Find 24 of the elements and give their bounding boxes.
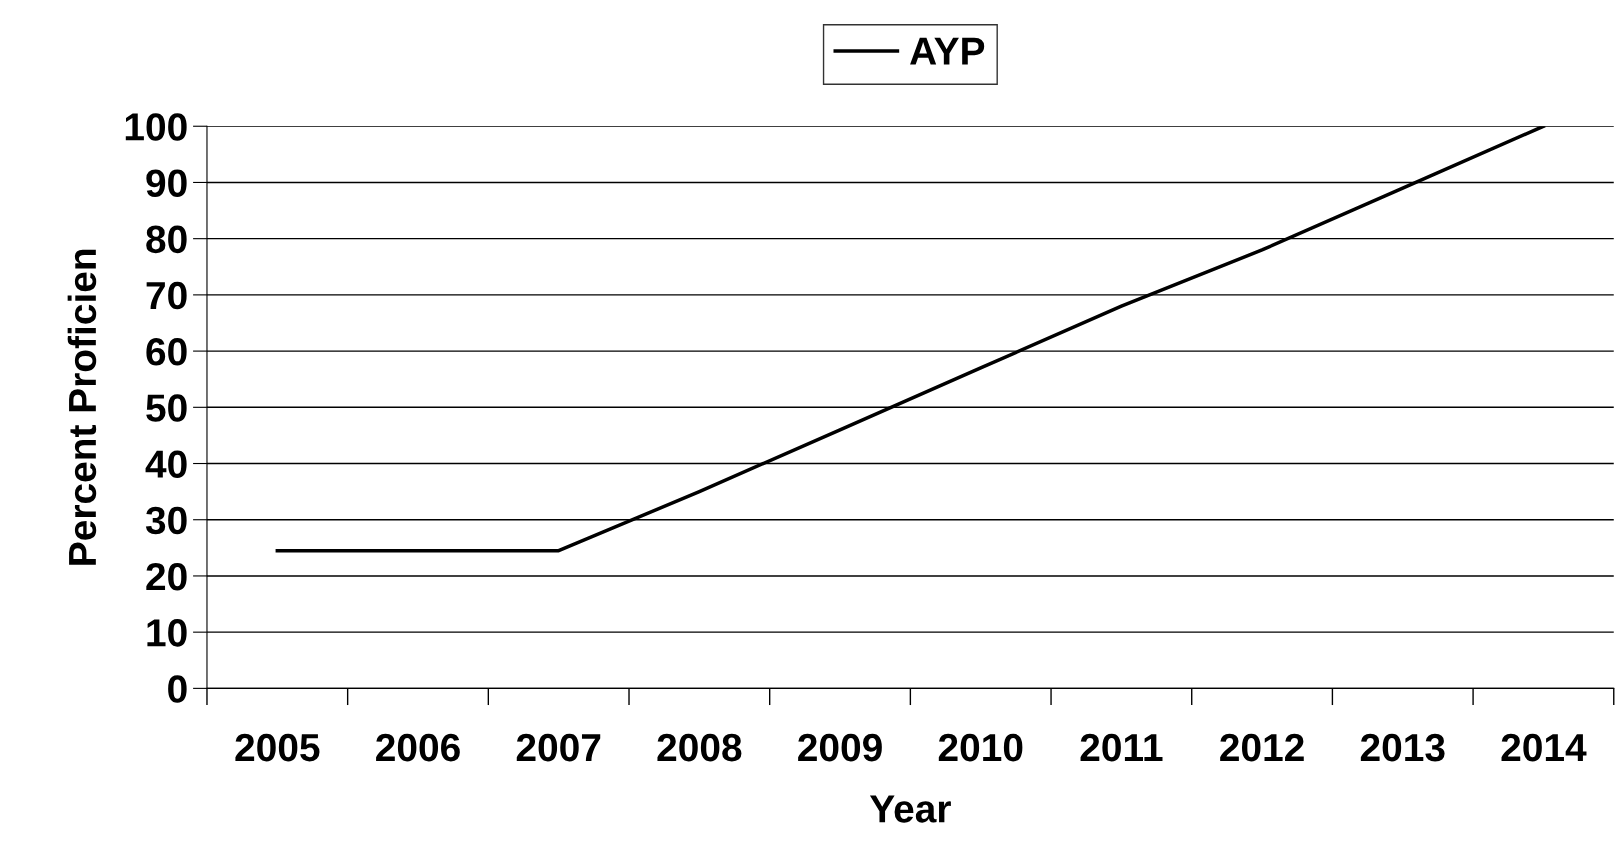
y-tick-label: 90 — [146, 169, 187, 197]
x-tick-label: 2008 — [657, 733, 742, 762]
x-tick-label: 2010 — [938, 733, 1023, 762]
x-tick-label: 2009 — [798, 733, 882, 762]
y-tick-label: 40 — [145, 450, 187, 478]
x-tick-label: 2007 — [516, 733, 601, 762]
x-tick-label: 2014 — [1501, 733, 1587, 762]
x-tick-label: 2005 — [235, 733, 320, 762]
y-tick-label: 30 — [145, 506, 187, 535]
y-tick-label: 20 — [146, 562, 187, 591]
x-tick-label: 2013 — [1360, 733, 1445, 762]
x-tick-label: 2011 — [1080, 733, 1163, 762]
x-axis-title: Year — [869, 795, 951, 823]
y-tick-label: 70 — [146, 281, 187, 310]
y-tick-label: 60 — [146, 338, 187, 366]
legend-label: AYP — [910, 37, 985, 65]
x-tick-label: 2012 — [1220, 733, 1304, 762]
y-tick-label: 80 — [146, 225, 187, 254]
y-tick-label: 10 — [147, 619, 187, 647]
y-axis-title: Percent Proficien — [67, 249, 97, 565]
x-tick-label: 2006 — [376, 733, 460, 762]
y-tick-label: 100 — [125, 113, 187, 141]
y-tick-label: 0 — [168, 675, 187, 703]
y-tick-label: 50 — [146, 394, 187, 422]
